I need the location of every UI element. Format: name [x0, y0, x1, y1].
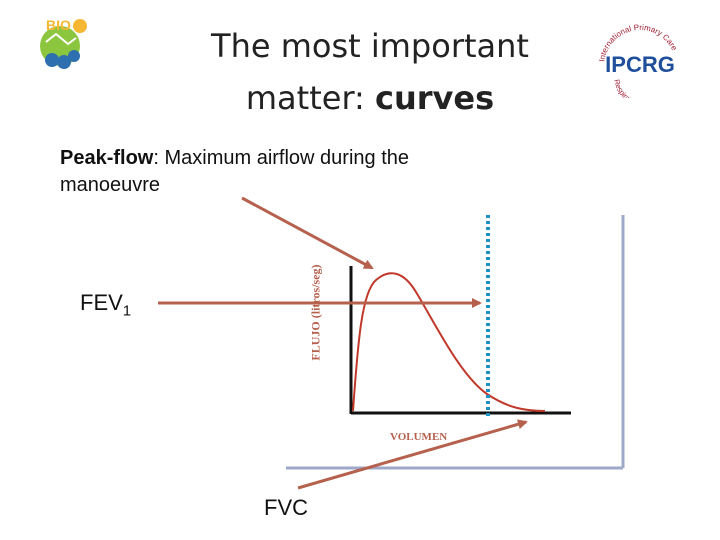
- peak-flow-description: : Maximum airflow during the manoeuvre: [60, 147, 410, 196]
- fvc-label: FVC: [264, 495, 308, 520]
- peak-flow-arrow: [241, 196, 374, 270]
- title-normal: matter:: [245, 79, 375, 117]
- x-axis-label: VOLUMEN: [390, 431, 448, 443]
- flow-volume-curve: [352, 272, 546, 412]
- bio-logo: BIO: [32, 12, 92, 72]
- bio-logo-text: BIO: [46, 17, 71, 33]
- ipcrg-name: IPCRG: [605, 52, 675, 77]
- title-bold: curves: [374, 79, 495, 117]
- peak-flow-term: Peak-flow: [60, 147, 154, 169]
- y-axis-label: FLUJO (litros/seg): [308, 264, 323, 361]
- page-title: The most important matter: curves: [180, 20, 560, 124]
- fev1-text: FEV: [80, 290, 123, 315]
- fev1-subscript: 1: [122, 302, 132, 320]
- title-line-2: matter: curves: [180, 72, 560, 124]
- title-line-1: The most important: [211, 27, 529, 65]
- peak-flow-text: Peak-flow: Maximum airflow during the ma…: [60, 145, 480, 199]
- fvc-arrow: [297, 419, 528, 490]
- fev1-label: FEV1: [80, 290, 131, 319]
